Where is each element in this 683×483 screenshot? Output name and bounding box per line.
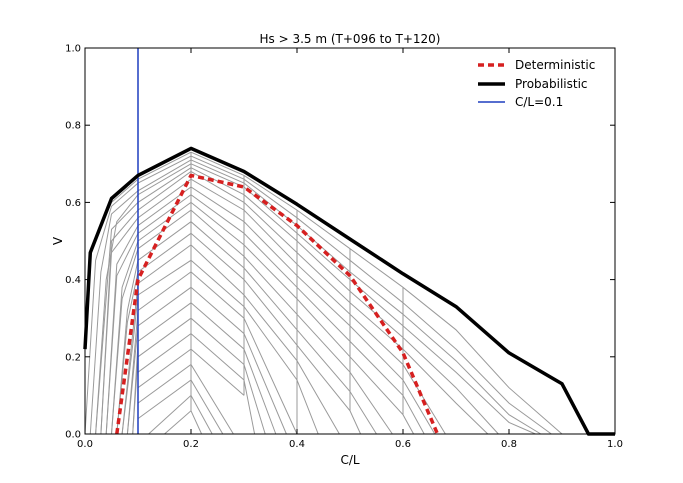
ensemble-member-line (95, 163, 536, 435)
y-tick-label: 0.8 (65, 121, 81, 132)
y-tick-label: 0.6 (65, 198, 81, 209)
y-tick-label: 0.4 (65, 275, 81, 286)
ensemble-member-line (116, 221, 377, 435)
ensemble-member-line (100, 170, 489, 435)
x-tick-label: 1.0 (607, 439, 623, 450)
y-axis-label: V (51, 236, 65, 245)
y-tick-label: 0.2 (65, 352, 81, 363)
x-axis-label: C/L (340, 453, 359, 467)
ensemble-member-line (89, 159, 542, 435)
ensemble-member-line (111, 209, 393, 435)
ensemble-member-line (116, 232, 362, 435)
chart-title: Hs > 3.5 m (T+096 to T+120) (260, 32, 441, 46)
y-tick-label: 1.0 (65, 44, 81, 55)
x-tick-label: 0.0 (77, 439, 93, 450)
x-tick-label: 0.6 (395, 439, 411, 450)
series-line-probabilistic (83, 146, 615, 436)
series-layer (83, 48, 615, 436)
legend-label-deterministic: Deterministic (515, 58, 595, 72)
legend-label-cl-threshold: C/L=0.1 (515, 95, 563, 109)
series-line-deterministic (115, 173, 440, 435)
x-tick-label: 0.2 (183, 439, 199, 450)
x-tick-label: 0.4 (289, 439, 305, 450)
ticks-layer: 0.0 0.2 0.4 0.6 0.8 1.0 0.0 0.2 0.4 0.6 0.8 1.0 (65, 44, 623, 451)
plot-frame (84, 47, 616, 435)
legend: Deterministic Probabilistic C/L=0.1 (478, 58, 595, 109)
legend-label-probabilistic: Probabilistic (515, 77, 588, 91)
ensemble-layer (84, 151, 563, 435)
ensemble-member-line (137, 332, 256, 435)
ensemble-member-line (95, 167, 499, 435)
ensemble-member-line (84, 155, 552, 435)
x-tick-label: 0.8 (501, 439, 517, 450)
y-tick-label: 0.0 (65, 430, 81, 441)
